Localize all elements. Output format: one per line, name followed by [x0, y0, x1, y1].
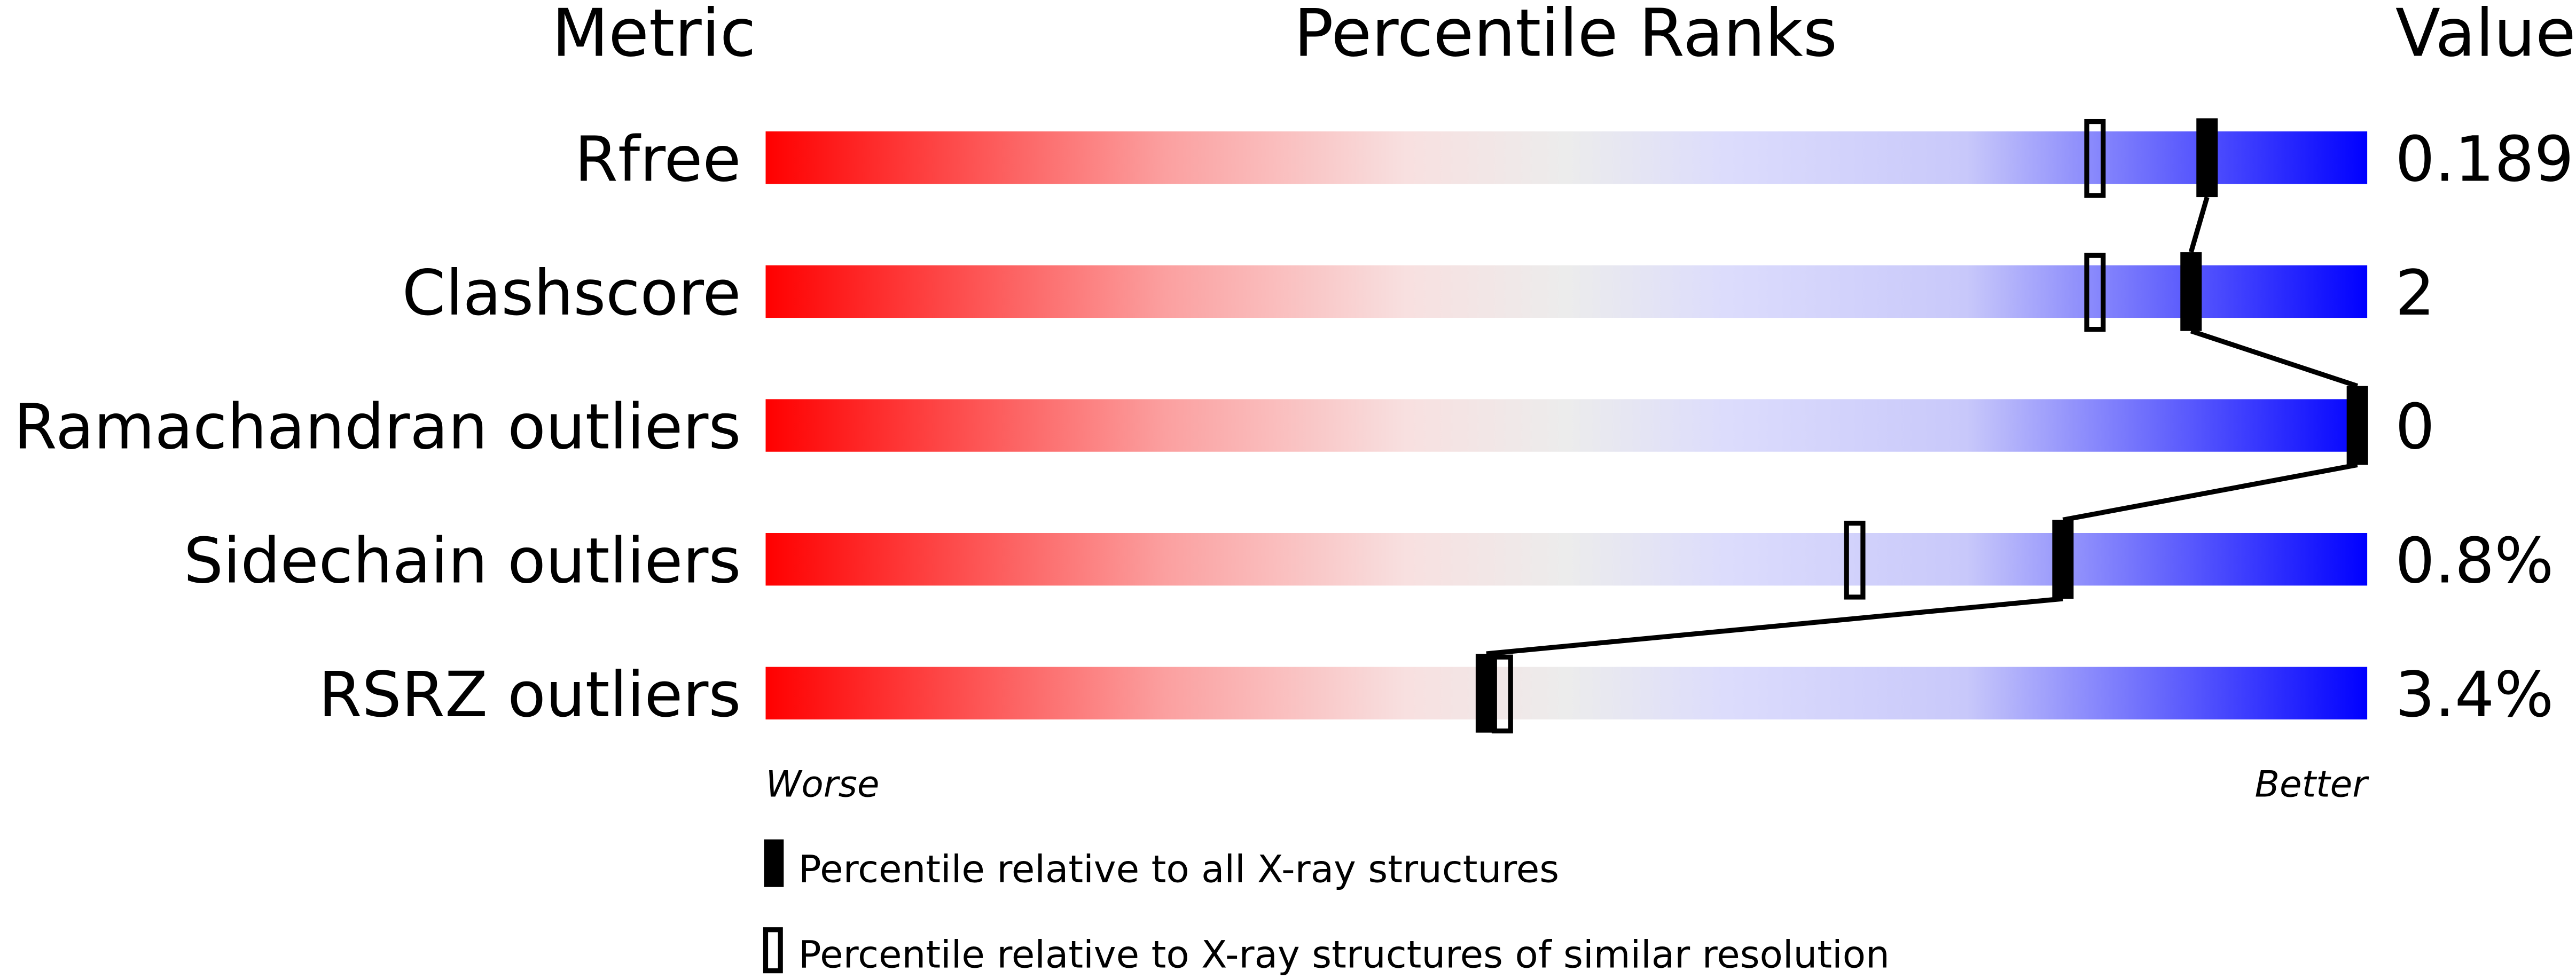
axis-worse-label: Worse — [765, 763, 879, 805]
marker-all-structures — [2052, 520, 2074, 599]
header-value: Value — [2395, 0, 2576, 72]
metric-value: 0.189 — [2395, 123, 2574, 195]
metric-label: Rfree — [575, 123, 741, 195]
metric-label: Sidechain outliers — [184, 524, 741, 597]
marker-similar-resolution — [2084, 253, 2106, 332]
header-percentile-ranks: Percentile Ranks — [1294, 0, 1837, 72]
percentile-bar — [765, 667, 2368, 720]
connector-line — [1486, 596, 2063, 656]
metric-label: RSRZ outliers — [318, 659, 741, 731]
connector-line — [2062, 462, 2358, 522]
marker-all-structures — [2196, 118, 2218, 198]
metric-label: Ramachandran outliers — [13, 391, 741, 464]
percentile-bar — [765, 131, 2368, 184]
percentile-bar — [765, 265, 2368, 318]
connector-line — [2190, 328, 2359, 389]
metric-label: Clashscore — [402, 257, 741, 330]
metric-value: 2 — [2395, 257, 2434, 330]
marker-all-structures — [1475, 654, 1497, 733]
legend-hollow-label: Percentile relative to X-ray structures … — [798, 932, 1890, 976]
metric-value: 0.8% — [2395, 524, 2554, 597]
metric-value: 0 — [2395, 391, 2434, 464]
legend-hollow-marker — [763, 927, 783, 974]
marker-all-structures — [2346, 386, 2368, 465]
percentile-bar — [765, 399, 2368, 452]
marker-similar-resolution — [1844, 520, 1866, 600]
legend-filled-label: Percentile relative to all X-ray structu… — [798, 847, 1559, 891]
marker-all-structures — [2180, 252, 2202, 331]
connector-line — [2188, 196, 2210, 253]
marker-similar-resolution — [2084, 119, 2106, 198]
legend-filled-marker — [764, 839, 784, 887]
percentile-bar — [765, 533, 2368, 586]
metric-value: 3.4% — [2395, 659, 2554, 731]
header-metric: Metric — [552, 0, 756, 72]
axis-better-label: Better — [2255, 763, 2370, 805]
